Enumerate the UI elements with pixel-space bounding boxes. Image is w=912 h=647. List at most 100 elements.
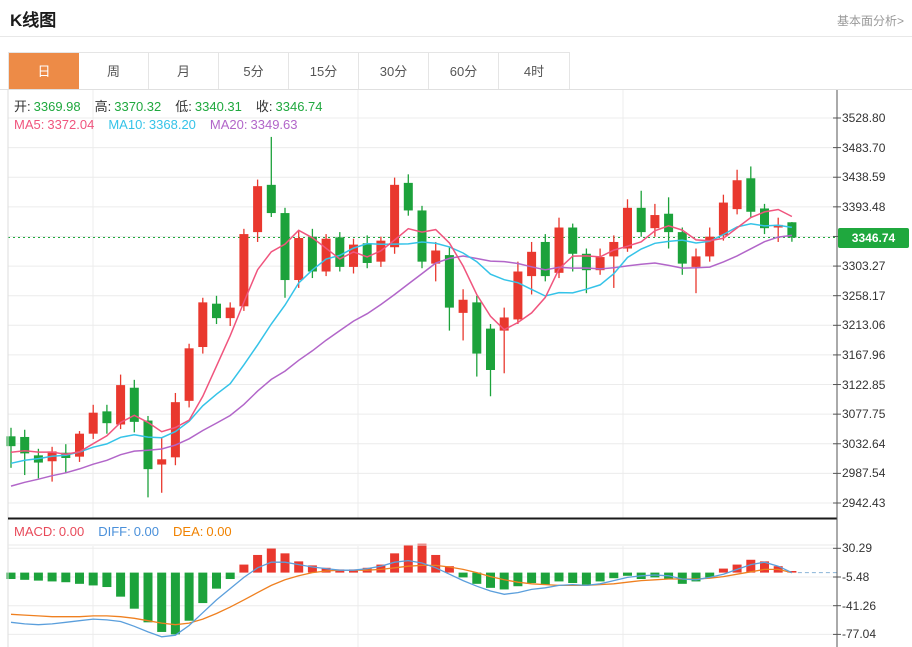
page-title: K线图 — [10, 11, 57, 30]
macd-bar — [6, 572, 16, 580]
macd-bar — [417, 543, 427, 573]
macd-bar — [623, 572, 632, 576]
macd-bar — [609, 572, 619, 579]
candle-body — [486, 328, 495, 370]
candle-body — [760, 208, 769, 229]
macd-bar — [184, 572, 194, 621]
tabbar-divider — [0, 89, 912, 90]
price-axis-label: 3258.17 — [842, 288, 886, 303]
maLegend-item: MA5: 3372.04 — [14, 117, 95, 132]
candle-body — [431, 250, 441, 264]
macd-bar — [540, 572, 550, 585]
price-axis-label: 3528.80 — [842, 111, 886, 125]
macd-bar — [170, 572, 180, 635]
candle-body — [609, 241, 619, 257]
price-axis-label: 3483.70 — [842, 140, 886, 155]
macd-bar — [581, 572, 591, 585]
tab-月[interactable]: 月 — [149, 53, 219, 90]
candle-body — [253, 186, 263, 233]
ma20-line — [10, 234, 792, 487]
candle-body — [390, 184, 400, 248]
candle-body — [335, 237, 345, 267]
candle-body — [691, 256, 701, 267]
price-axis-label: 3303.27 — [842, 259, 886, 274]
ohlc-legend: 开: 3369.98 高: 3370.32 低: 3340.31 收: 3346.74 — [14, 96, 337, 115]
macd-bar — [88, 572, 98, 586]
macd-bar — [129, 572, 139, 609]
candle-body — [718, 202, 728, 236]
candle-body — [294, 238, 304, 281]
candle-body — [75, 433, 84, 457]
macd-bar — [116, 572, 126, 597]
macd-axis-label: 30.29 — [842, 541, 873, 556]
ma10-line — [10, 223, 793, 465]
macd-bar — [595, 572, 605, 582]
macd-bar — [568, 572, 578, 584]
candle-body — [239, 234, 249, 307]
tab-5分[interactable]: 5分 — [219, 53, 289, 90]
macd-bar — [75, 572, 84, 584]
macd-bar — [33, 572, 43, 581]
price-axis-label: 3167.96 — [842, 347, 886, 362]
macd-bar — [225, 572, 235, 580]
macd-bar — [486, 572, 495, 588]
candle-body — [6, 436, 16, 447]
macd-bar — [349, 569, 358, 573]
macd-bar — [321, 567, 331, 573]
candle-body — [540, 241, 550, 277]
price-axis-label: 2987.54 — [842, 466, 886, 481]
candle-body — [623, 207, 632, 249]
macd-bar — [705, 572, 715, 578]
candle-body — [184, 348, 194, 401]
candle-body — [513, 271, 523, 320]
candle-body — [472, 302, 482, 354]
candle-body — [746, 178, 756, 212]
macd-bar — [212, 572, 221, 589]
maLegend-item: MA10: 3368.20 — [108, 117, 196, 132]
macd-legend: MACD: 0.00 DIFF: 0.00 DEA: 0.00 — [14, 524, 246, 539]
candle-body — [102, 411, 112, 424]
ohlcLegend-item: 低: 3340.31 — [175, 99, 242, 114]
macd-bar — [266, 548, 276, 573]
candle-body — [349, 244, 358, 267]
fundamental-analysis-link[interactable]: 基本面分析> — [836, 14, 904, 28]
ohlcLegend-item: 收: 3346.74 — [255, 99, 323, 114]
tab-60分[interactable]: 60分 — [429, 53, 499, 90]
price-axis-label: 2942.43 — [842, 495, 886, 510]
macd-bar — [527, 572, 537, 584]
tab-4时[interactable]: 4时 — [499, 53, 569, 90]
candle-body — [650, 215, 660, 229]
price-axis-label: 3122.85 — [842, 377, 886, 392]
price-axis-label: 3393.48 — [842, 199, 886, 214]
macd-bar — [718, 568, 728, 573]
candle-body — [444, 255, 454, 308]
candle-body — [664, 213, 674, 233]
candle-body — [403, 182, 413, 211]
ohlcLegend-item: 开: 3369.98 — [14, 99, 81, 114]
candle-body — [636, 207, 646, 233]
tab-日[interactable]: 日 — [9, 53, 79, 90]
macd-bar — [376, 564, 386, 573]
macd-bar — [691, 572, 701, 582]
macd-bar — [294, 561, 304, 573]
candle-body — [595, 257, 605, 271]
macd-bar — [280, 553, 290, 573]
tab-15分[interactable]: 15分 — [289, 53, 359, 90]
macd-bar — [307, 565, 317, 573]
tab-30分[interactable]: 30分 — [359, 53, 429, 90]
macd-bar — [335, 569, 345, 573]
tab-周[interactable]: 周 — [79, 53, 149, 90]
macdLegend-item: MACD: 0.00 — [14, 524, 85, 539]
macd-bar — [390, 553, 400, 573]
macd-bar — [732, 564, 742, 573]
candle-body — [581, 253, 591, 271]
macd-bar — [746, 559, 756, 573]
price-axis-label: 3213.06 — [842, 318, 886, 333]
macd-axis-label: -77.04 — [842, 627, 877, 642]
candle-body — [732, 180, 742, 210]
ohlcLegend-item: 高: 3370.32 — [94, 99, 162, 114]
candle-body — [321, 238, 331, 272]
candle-body — [787, 222, 797, 238]
